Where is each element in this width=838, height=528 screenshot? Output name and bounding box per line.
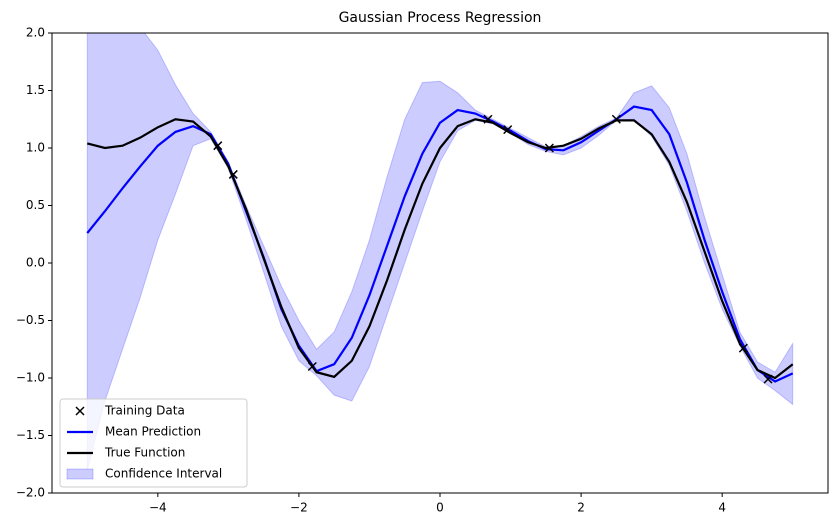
- y-tick-label: 0.0: [26, 256, 45, 270]
- y-tick-label: 1.5: [26, 83, 45, 97]
- axes-frame: [51, 32, 829, 494]
- training-point: [228, 169, 238, 179]
- training-point: [763, 374, 773, 384]
- legend-box: [59, 398, 248, 488]
- y-tick-label: 2.0: [26, 26, 45, 40]
- x-tick-label: −4: [149, 501, 167, 515]
- x-tick-label: 2: [577, 501, 585, 515]
- training-point: [544, 143, 554, 153]
- legend-marker: [75, 406, 85, 416]
- training-point: [307, 361, 317, 372]
- training-point: [503, 125, 513, 135]
- line: [86, 118, 794, 380]
- training-point: [611, 114, 621, 124]
- y-tick-label: −1.5: [16, 428, 45, 442]
- x-tick-label: 4: [718, 501, 726, 515]
- x-tick-label: −2: [290, 501, 308, 515]
- legend-label: Training Data: [104, 404, 185, 418]
- y-tick-label: −1.0: [16, 371, 45, 385]
- legend-label: Mean Prediction: [105, 425, 201, 439]
- legend-label: Confidence Interval: [105, 467, 222, 481]
- y-tick-label: −0.5: [16, 313, 45, 327]
- training-point: [213, 141, 223, 151]
- y-tick-label: 1.0: [26, 141, 45, 155]
- chart-title: Gaussian Process Regression: [339, 10, 542, 26]
- plot-area: [86, 33, 794, 471]
- y-tick-label: −2.0: [16, 486, 45, 500]
- legend-patch: [66, 468, 94, 480]
- training-point: [738, 343, 748, 353]
- confidence-band: [86, 33, 794, 471]
- legend-label: True Function: [104, 446, 185, 460]
- training-point: [483, 114, 493, 124]
- y-tick-label: 0.5: [26, 198, 45, 212]
- x-tick-label: 0: [436, 501, 444, 515]
